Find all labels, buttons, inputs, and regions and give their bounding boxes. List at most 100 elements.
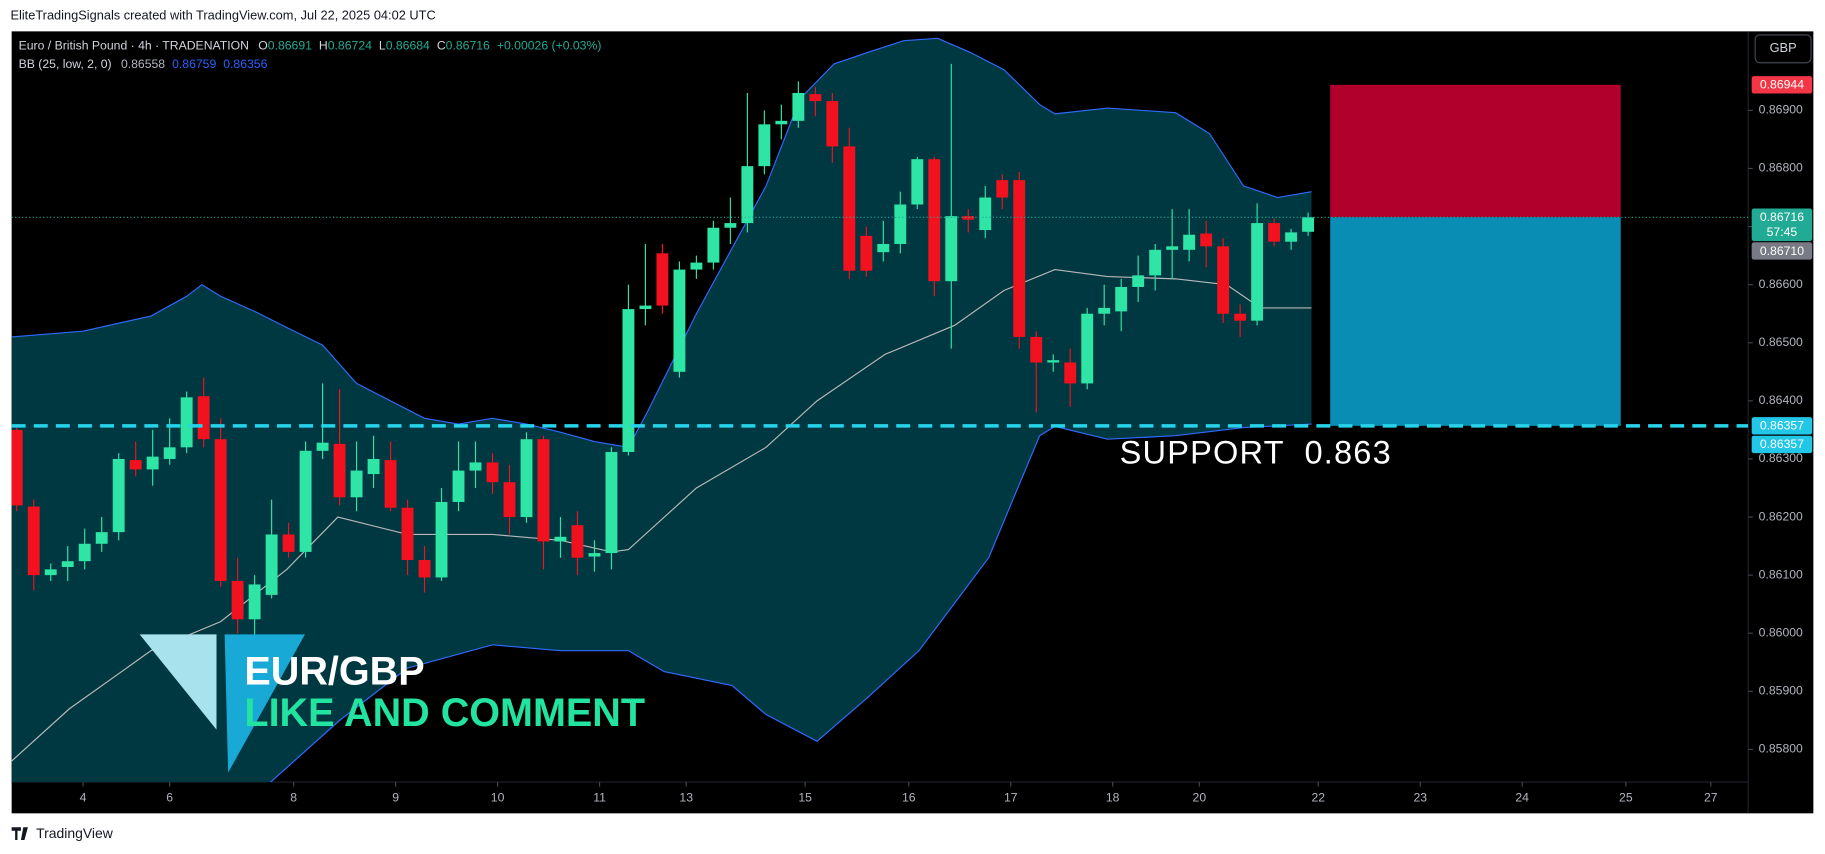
ohlc-label: L xyxy=(379,39,386,53)
candle-body xyxy=(1047,360,1060,363)
candle-body xyxy=(809,94,822,102)
candle-body xyxy=(894,204,907,244)
y-tick-label: 0.86500 xyxy=(1759,335,1803,349)
candle-body xyxy=(27,506,40,576)
candle-body xyxy=(11,429,23,506)
candle-body xyxy=(775,120,788,125)
candle-body xyxy=(95,532,108,544)
y-tick-label: 0.86800 xyxy=(1759,161,1803,175)
x-tick-label: 23 xyxy=(1413,790,1427,804)
y-tick-label: 0.86400 xyxy=(1759,393,1803,407)
candle-body xyxy=(1115,286,1128,312)
y-tick-label: 0.86200 xyxy=(1759,509,1803,523)
candle-body xyxy=(265,534,278,595)
price-tag-label: 0.86710 xyxy=(1760,244,1804,258)
candle-body xyxy=(316,442,329,451)
price-tag xyxy=(1751,417,1813,435)
candle-body xyxy=(112,458,125,533)
target-zone xyxy=(1330,217,1621,426)
candle-body xyxy=(180,397,193,448)
candle-body xyxy=(367,458,380,475)
candle-body xyxy=(44,569,57,576)
y-tick-label: 0.86000 xyxy=(1759,625,1803,639)
candle-body xyxy=(792,92,805,121)
price-tag xyxy=(1751,208,1813,242)
y-tick-label: 0.86300 xyxy=(1759,451,1803,465)
change: +0.00026 (+0.03%) xyxy=(497,39,602,53)
candle-body xyxy=(282,534,295,552)
candle-body xyxy=(231,580,244,620)
ohlc-label: C xyxy=(437,39,446,53)
candle-body xyxy=(1030,336,1043,363)
x-tick-label: 4 xyxy=(80,790,87,804)
indicator-value: 0.86759 xyxy=(172,57,216,71)
candle-body xyxy=(707,227,720,263)
candle-body xyxy=(1013,180,1026,337)
candle-body xyxy=(350,470,363,498)
candle-body xyxy=(1149,249,1162,276)
x-tick-label: 20 xyxy=(1193,790,1207,804)
price-tag-label: 0.86357 xyxy=(1760,419,1804,433)
candle-body xyxy=(418,560,431,578)
x-tick-label: 10 xyxy=(491,790,505,804)
candle-body xyxy=(78,543,91,562)
price-tag xyxy=(1751,76,1813,94)
currency-button[interactable] xyxy=(1754,34,1812,64)
y-tick-label: 0.86100 xyxy=(1759,567,1803,581)
candle-body xyxy=(1268,223,1281,242)
logo-right xyxy=(224,634,305,773)
x-tick-label: 15 xyxy=(798,790,812,804)
x-tick-label: 6 xyxy=(166,790,173,804)
candle-body xyxy=(333,443,346,498)
price-tag-label: 0.86357 xyxy=(1760,437,1804,451)
candle-body xyxy=(503,482,516,518)
bb-lower xyxy=(269,423,1312,782)
legend: Euro / British Pound · 4h · TRADENATION O… xyxy=(19,39,602,53)
candle-body xyxy=(622,309,635,452)
candle-body xyxy=(486,462,499,483)
candle-body xyxy=(1081,313,1094,384)
candle-body xyxy=(690,262,703,270)
candle-body xyxy=(639,305,652,310)
candle-body xyxy=(248,584,261,620)
y-tick-label: 0.85900 xyxy=(1759,684,1803,698)
candle-body xyxy=(299,450,312,552)
price-tag-label: 0.86716 xyxy=(1760,210,1804,224)
candle-body xyxy=(758,124,771,167)
currency-label[interactable]: GBP xyxy=(1770,40,1797,55)
countdown: 57:45 xyxy=(1767,225,1798,239)
candle-body xyxy=(1234,313,1247,321)
y-tick-label: 0.85800 xyxy=(1759,742,1803,756)
indicator-value: 0.86356 xyxy=(223,57,267,71)
candle-body xyxy=(1183,234,1196,250)
candle-body xyxy=(1200,233,1213,247)
candle-body xyxy=(469,462,482,471)
bb-upper xyxy=(11,37,1312,448)
indicator-legend: BB (25, low, 2, 0) 0.86558 0.86759 0.86356 xyxy=(19,57,268,71)
symbol: Euro / British Pound · 4h · TRADENATION xyxy=(19,39,249,53)
candle-body xyxy=(605,451,618,554)
attribution: EliteTradingSignals created with Trading… xyxy=(10,8,435,23)
candle-body xyxy=(129,460,142,470)
candle-body xyxy=(860,235,873,271)
candle-body xyxy=(843,146,856,271)
ohlc-value: 0.86716 xyxy=(446,39,490,53)
candle-body xyxy=(163,447,176,459)
candle-body xyxy=(1251,223,1264,321)
x-tick-label: 18 xyxy=(1106,790,1120,804)
candle-body xyxy=(61,561,74,568)
candle-body xyxy=(1217,246,1230,314)
x-tick-label: 27 xyxy=(1704,790,1718,804)
price-tag-label: 0.86944 xyxy=(1760,78,1804,92)
x-tick-label: 9 xyxy=(392,790,399,804)
candle-body xyxy=(945,216,958,282)
overlay: 0.85800 0.85900 0.86000 0.86100 0.86200 0.863… xyxy=(80,76,1813,804)
candle-body xyxy=(1098,307,1111,314)
candle-body xyxy=(1302,217,1315,232)
candle-body xyxy=(197,396,210,440)
ohlc-label: H xyxy=(319,39,328,53)
candle-body xyxy=(724,223,737,228)
candle-body xyxy=(537,439,550,542)
